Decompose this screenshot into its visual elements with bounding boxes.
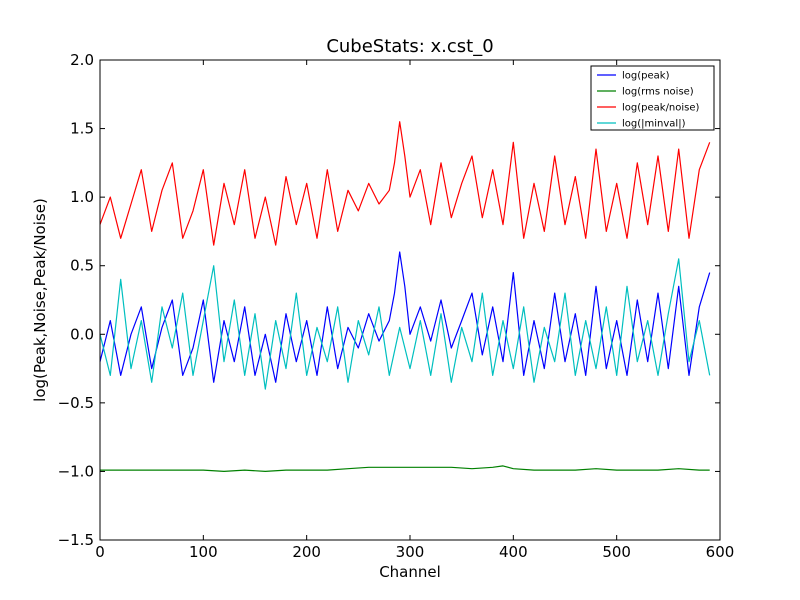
x-tick-label: 200 (292, 543, 321, 561)
x-tick-label: 400 (499, 543, 528, 561)
legend-label-3: log(|minval|) (622, 119, 686, 130)
legend-label-0: log(peak) (622, 71, 670, 82)
y-tick-label: 2.0 (70, 51, 94, 69)
x-axis-label: Channel (379, 563, 441, 581)
x-tick-label: 500 (602, 543, 631, 561)
series-line-1 (100, 465, 710, 472)
y-tick-label: 1.0 (70, 188, 94, 206)
chart-title: CubeStats: x.cst_0 (326, 36, 493, 57)
y-tick-label: −1.0 (58, 462, 94, 480)
x-tick-label: 0 (95, 543, 105, 561)
legend-label-2: log(peak/noise) (622, 103, 700, 114)
y-axis-label: log(Peak,Noise,Peak/Noise) (31, 198, 49, 402)
legend-box (590, 65, 715, 131)
x-tick-label: 300 (396, 543, 425, 561)
legend: log(peak) log(rms noise) log(peak/noise) lo… (590, 65, 715, 131)
legend-label-1: log(rms noise) (622, 87, 694, 98)
series-line-2 (99, 121, 711, 246)
y-tick-label: 0.0 (70, 325, 94, 343)
y-tick-label: 1.5 (70, 120, 94, 138)
y-tick-label: −0.5 (58, 394, 94, 412)
y-tick-label: −1.5 (58, 531, 94, 549)
x-tick-label: 100 (189, 543, 218, 561)
ticks-layer: 0 100 200 300 400 500 600 −1.5 −1.0 −0.5 0.0 0.5 1.0… (58, 51, 735, 561)
series-layer (99, 121, 711, 472)
x-tick-label: 600 (706, 543, 735, 561)
y-tick-label: 0.5 (70, 257, 94, 275)
series-line-3 (99, 258, 711, 390)
